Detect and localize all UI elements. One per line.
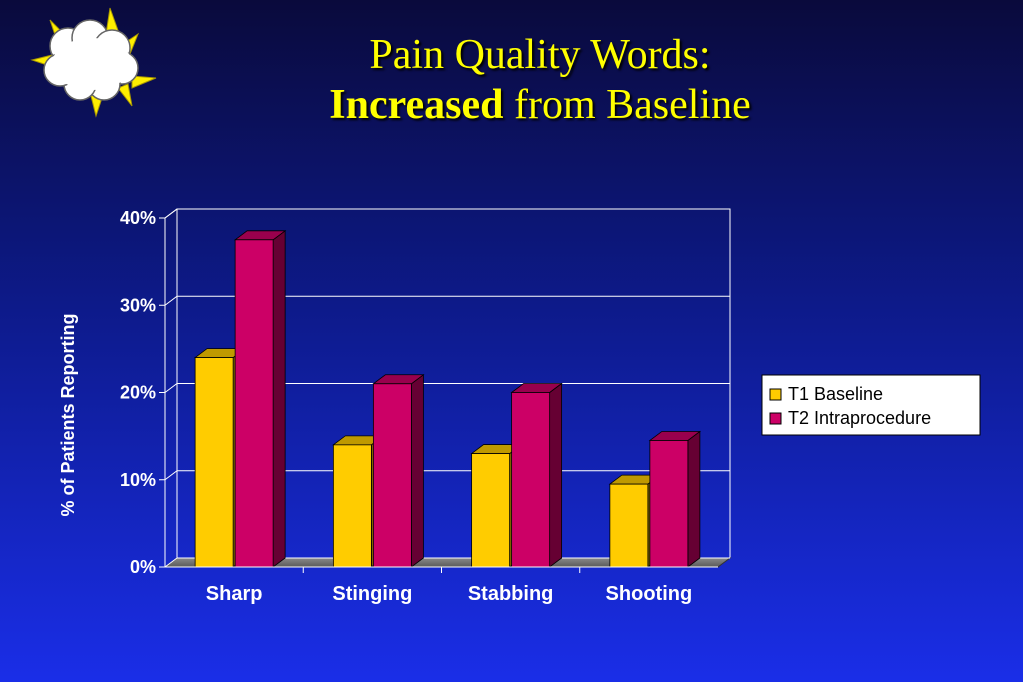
y-axis-label: % of Patients Reporting <box>58 313 78 516</box>
bar-front <box>234 239 274 568</box>
slide-title: Pain Quality Words: Increased from Basel… <box>190 30 890 130</box>
x-category-label: Sharp <box>206 583 263 605</box>
x-category-label: Shooting <box>606 583 693 605</box>
legend-label: T1 Baseline <box>788 384 883 404</box>
bar-stabbing-series-2 <box>510 382 563 568</box>
gridline <box>164 295 730 306</box>
y-tick-label: 30% <box>120 295 156 315</box>
bars <box>193 230 702 568</box>
bar-side <box>272 230 286 568</box>
cloud-sun-icon <box>30 7 157 118</box>
bar-stinging-series-2 <box>372 373 425 568</box>
gridline <box>164 208 730 219</box>
bar-front <box>471 453 511 568</box>
bar-front <box>609 483 649 568</box>
x-category-label: Stabbing <box>468 583 554 605</box>
bar-sharp-series-2 <box>233 230 287 568</box>
bar-front <box>372 383 412 568</box>
legend-label: T2 Intraprocedure <box>788 408 931 428</box>
x-category-labels: Sharp Stinging Stabbing Shooting <box>206 583 692 605</box>
title-line-2: Increased from Baseline <box>190 80 890 130</box>
legend-box <box>761 374 981 436</box>
bar-front <box>332 444 372 568</box>
title-line-1: Pain Quality Words: <box>369 32 711 78</box>
bar-side <box>687 430 701 568</box>
bar-front <box>194 357 234 568</box>
axes <box>159 217 718 573</box>
legend-swatch <box>769 388 782 401</box>
bar-front <box>511 392 551 568</box>
title-rest: from Baseline <box>503 82 751 128</box>
bar-shooting-series-2 <box>648 430 702 568</box>
legend-swatch <box>769 412 782 425</box>
title-emphasis: Increased <box>329 82 504 128</box>
y-tick-label: 10% <box>120 470 156 490</box>
y-tick-labels: 0% 10% 20% 30% 40% <box>120 208 156 577</box>
y-tick-label: 0% <box>130 557 156 577</box>
y-tick-label: 20% <box>120 383 156 403</box>
bar-front <box>649 440 689 568</box>
x-category-label: Stinging <box>332 583 412 605</box>
bar-side <box>549 382 563 568</box>
legend: T1 Baseline T2 Intraprocedure <box>761 374 981 436</box>
bar-side <box>410 373 424 568</box>
y-tick-label: 40% <box>120 208 156 228</box>
